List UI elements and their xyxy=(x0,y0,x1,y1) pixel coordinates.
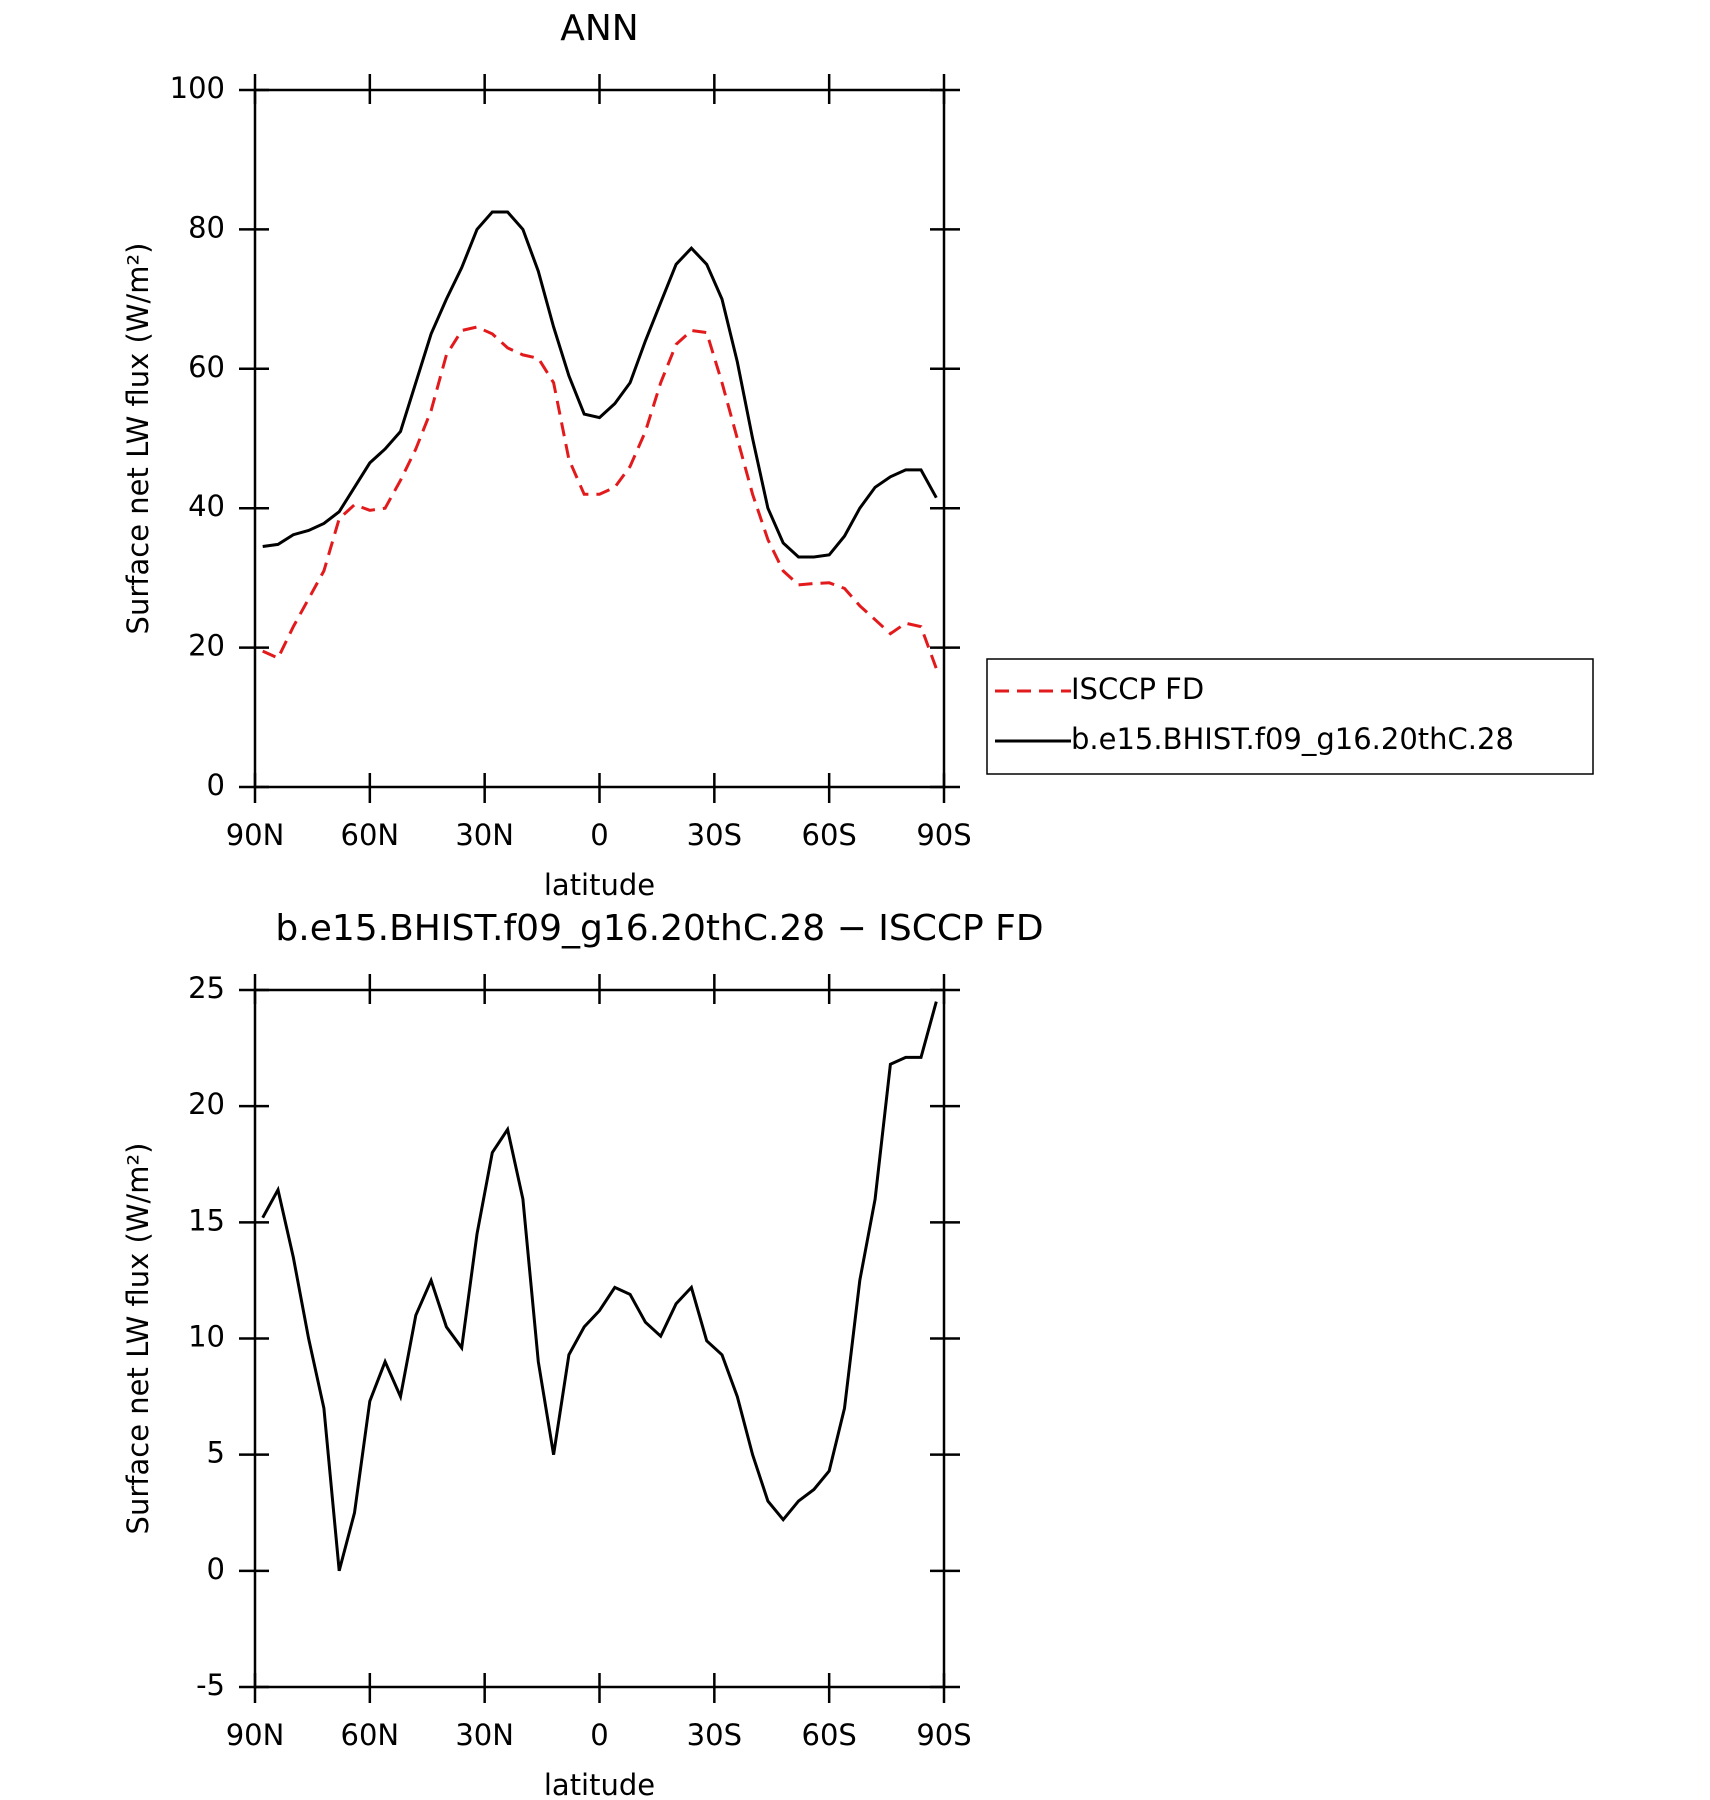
x-tick-label: 90N xyxy=(226,1718,285,1752)
y-axis-label: Surface net LW flux (W/m²) xyxy=(121,1143,155,1535)
x-tick-label: 30N xyxy=(455,1718,514,1752)
x-axis-label: latitude xyxy=(544,1768,655,1800)
plot-frame xyxy=(253,988,946,1689)
legend-label: ISCCP FD xyxy=(1071,672,1204,706)
data-line xyxy=(262,325,938,670)
x-tick-label: 60N xyxy=(341,818,400,852)
chart-title: b.e15.BHIST.f09_g16.20thC.28 − ISCCP FD xyxy=(275,908,1043,949)
x-tick-label: 60S xyxy=(802,1718,857,1752)
x-tick-label: 0 xyxy=(590,818,608,852)
y-tick-label: 40 xyxy=(188,489,225,523)
y-tick-label: 20 xyxy=(188,629,225,663)
chart-title: ANN xyxy=(560,8,639,49)
legend-box xyxy=(986,658,1594,775)
plot-frame xyxy=(253,88,946,789)
y-tick-label: 15 xyxy=(188,1203,225,1237)
x-tick-label: 90S xyxy=(916,1718,971,1752)
y-tick-label: 0 xyxy=(207,1552,225,1586)
x-tick-label: 60S xyxy=(802,818,857,852)
y-tick-label: 60 xyxy=(188,350,225,384)
x-tick-label: 90S xyxy=(916,818,971,852)
y-tick-label: 100 xyxy=(170,71,225,105)
y-tick-label: 10 xyxy=(188,1320,225,1354)
x-tick-label: 30N xyxy=(455,818,514,852)
data-line xyxy=(262,210,938,559)
y-tick-label: 25 xyxy=(188,971,225,1005)
data-line xyxy=(261,1001,938,1572)
y-tick-label: -5 xyxy=(196,1668,225,1702)
x-tick-label: 30S xyxy=(687,818,742,852)
x-axis-label: latitude xyxy=(544,868,655,902)
x-tick-label: 60N xyxy=(341,1718,400,1752)
y-tick-label: 5 xyxy=(207,1436,225,1470)
y-tick-label: 20 xyxy=(188,1087,225,1121)
x-tick-label: 90N xyxy=(226,818,285,852)
y-tick-label: 0 xyxy=(207,768,225,802)
x-tick-label: 0 xyxy=(590,1718,608,1752)
y-axis-label: Surface net LW flux (W/m²) xyxy=(121,243,155,635)
y-tick-label: 80 xyxy=(188,210,225,244)
x-tick-label: 30S xyxy=(687,1718,742,1752)
legend-label: b.e15.BHIST.f09_g16.20thC.28 xyxy=(1071,722,1514,756)
